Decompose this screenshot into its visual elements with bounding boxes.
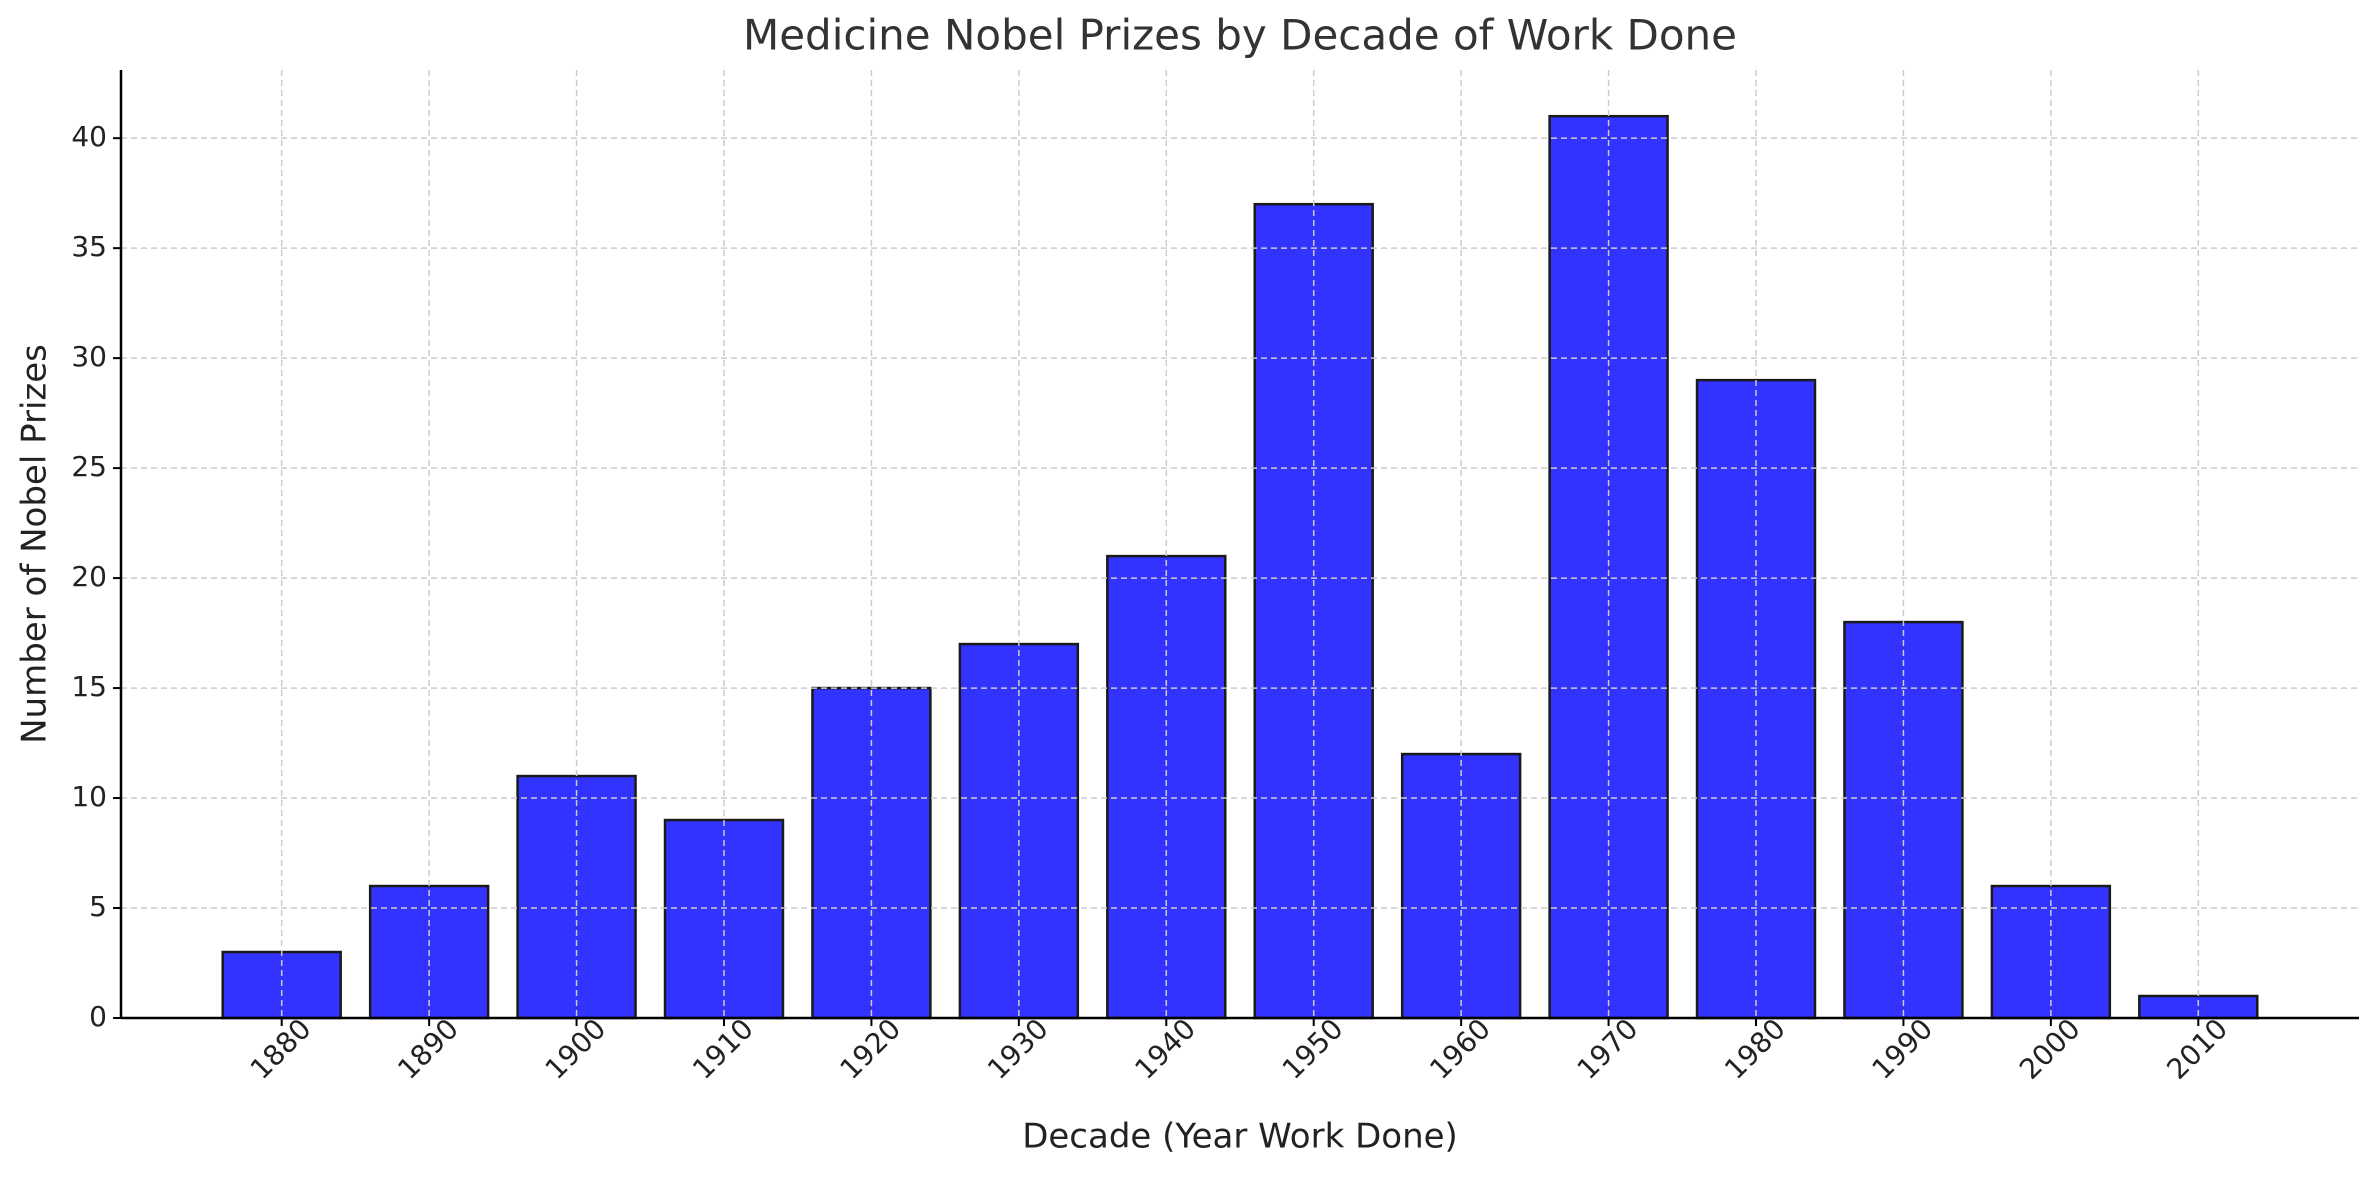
y-tick-label: 40 [71,120,107,153]
y-tick-label: 30 [71,340,107,373]
x-tick-label: 1990 [1866,1012,1940,1086]
chart-title: Medicine Nobel Prizes by Decade of Work … [743,11,1737,60]
x-tick-label: 1940 [1128,1012,1202,1086]
x-tick-label: 1950 [1276,1012,1350,1086]
y-tick-label: 15 [71,670,107,703]
bar [663,818,785,1020]
x-tick-label: 1890 [391,1012,465,1086]
x-tick-label: 1900 [539,1012,613,1086]
y-tick-label: 35 [71,230,107,263]
x-tick-label: 2000 [2013,1012,2087,1086]
x-tick-label: 1930 [981,1012,1055,1086]
x-tick-label: 1980 [1718,1012,1792,1086]
bar [516,774,637,1020]
y-tick-label: 10 [71,780,107,813]
x-tick-label: 1960 [1423,1012,1497,1086]
y-tick-label: 0 [89,1000,107,1033]
y-tick-label: 25 [71,450,107,483]
x-tick-label: 1920 [833,1012,907,1086]
y-tick-label: 5 [89,890,107,923]
x-tick-label: 2010 [2160,1012,2234,1086]
x-tick-label: 1880 [244,1012,318,1086]
y-axis-label: Number of Nobel Prizes [15,344,55,744]
x-tick-label: 1910 [686,1012,760,1086]
y-tick-label: 20 [71,560,107,593]
x-tick-label: 1970 [1571,1012,1645,1086]
x-axis-label: Decade (Year Work Done) [1022,1117,1458,1157]
